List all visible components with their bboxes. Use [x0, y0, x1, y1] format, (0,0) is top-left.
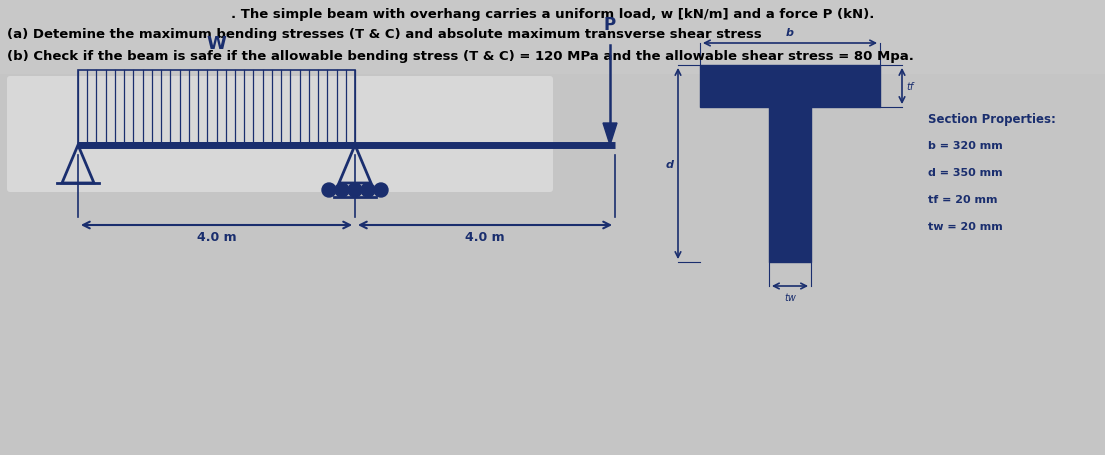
- Bar: [78, 71, 355, 144]
- Text: b: b: [786, 28, 794, 38]
- Text: 4.0 m: 4.0 m: [197, 231, 236, 243]
- Circle shape: [373, 184, 388, 197]
- Text: . The simple beam with overhang carries a uniform load, w [kN/m] and a force P (: . The simple beam with overhang carries …: [231, 8, 874, 21]
- Text: tf: tf: [906, 82, 913, 92]
- FancyBboxPatch shape: [7, 77, 552, 192]
- Text: tw = 20 mm: tw = 20 mm: [928, 222, 1002, 232]
- Text: tf = 20 mm: tf = 20 mm: [928, 195, 998, 205]
- Polygon shape: [603, 124, 617, 146]
- Circle shape: [335, 184, 349, 197]
- Text: 4.0 m: 4.0 m: [465, 231, 505, 243]
- Text: d = 350 mm: d = 350 mm: [928, 167, 1002, 177]
- Bar: [699, 66, 880, 108]
- Text: P: P: [604, 16, 617, 34]
- Circle shape: [361, 184, 375, 197]
- Text: (b) Check if the beam is safe if the allowable bending stress (T & C) = 120 MPa : (b) Check if the beam is safe if the all…: [7, 50, 914, 63]
- Bar: [769, 108, 811, 263]
- Text: d: d: [666, 159, 674, 169]
- Text: tw: tw: [785, 293, 796, 302]
- Text: W: W: [207, 35, 227, 53]
- Circle shape: [322, 184, 336, 197]
- Text: Section Properties:: Section Properties:: [928, 113, 1056, 126]
- Bar: [0, 0, 1105, 75]
- Text: b = 320 mm: b = 320 mm: [928, 141, 1002, 151]
- Text: (a) Detemine the maximum bending stresses (T & C) and absolute maximum transvers: (a) Detemine the maximum bending stresse…: [7, 28, 761, 41]
- Circle shape: [348, 184, 362, 197]
